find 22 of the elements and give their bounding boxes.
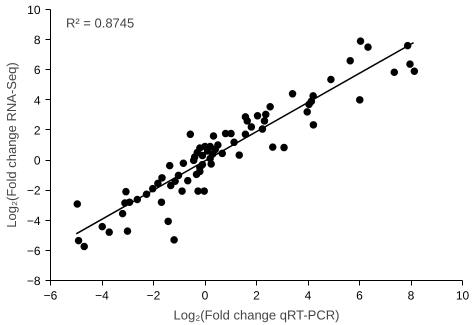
x-tick-label: 10	[456, 288, 470, 302]
x-tick-label: −6	[44, 288, 58, 302]
x-tick-label: 0	[202, 288, 209, 302]
x-axis-title: Log₂(Fold change qRT-PCR)	[174, 308, 340, 322]
x-tick-label: 4	[304, 288, 312, 302]
y-tick-label: 8	[34, 33, 41, 48]
y-tick-label: 6	[34, 63, 41, 78]
y-tick-label: 0	[34, 154, 41, 168]
x-tick-label: 8	[408, 288, 415, 302]
y-tick-label: −6	[26, 244, 41, 258]
y-tick-label: 10	[27, 3, 41, 17]
x-tick-label: 2	[253, 288, 260, 302]
y-axis-title: Log₂(Fold change RNA-Seq)	[4, 62, 19, 228]
x-tick-label: −4	[95, 288, 110, 302]
x-tick-label: −2	[146, 288, 161, 302]
y-tick-label: −4	[26, 214, 41, 228]
y-tick-label: −2	[26, 184, 41, 198]
y-tick-label: 4	[34, 93, 41, 108]
y-tick-label: −8	[26, 274, 41, 288]
x-tick-label: 6	[356, 288, 364, 302]
y-tick-label: 2	[34, 123, 41, 138]
annotation: R² = 0.8745	[66, 16, 134, 31]
